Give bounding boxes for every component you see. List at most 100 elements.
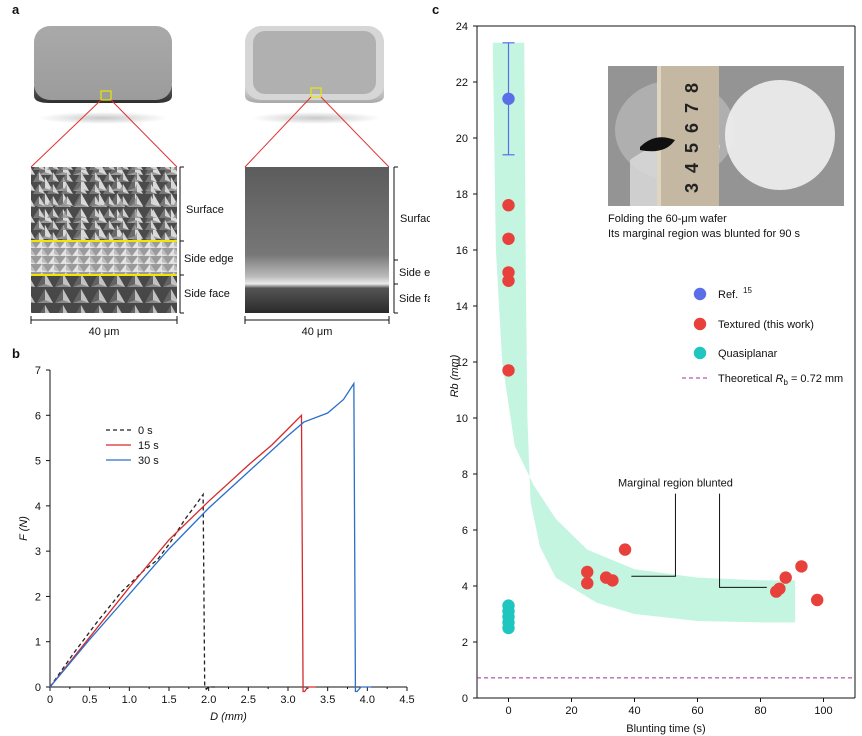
annotation-leader-right bbox=[719, 493, 767, 588]
panel-label-a: a bbox=[12, 2, 20, 17]
x-tick-label-b: 0 bbox=[47, 694, 53, 706]
series-line-b bbox=[49, 413, 316, 693]
zone-label-right-surface: Surface bbox=[400, 213, 430, 225]
x-tick-label-c: 60 bbox=[691, 705, 703, 717]
legend-theoretical-suffix: = 0.72 mm bbox=[788, 373, 843, 385]
zone-label-left-surface: Surface bbox=[186, 204, 224, 216]
scale-bar-left: 40 μm bbox=[89, 326, 120, 338]
zone-label-right-side-edge: Side edge bbox=[399, 267, 430, 279]
fit-band-c bbox=[492, 42, 796, 623]
y-tick-label-c: 20 bbox=[456, 133, 468, 145]
inset-ruler-number: 4 bbox=[682, 163, 702, 173]
y-tick-label-c: 22 bbox=[456, 77, 468, 89]
x-tick-label-b: 3.0 bbox=[280, 694, 295, 706]
x-tick-label-c: 20 bbox=[565, 705, 577, 717]
data-point-c bbox=[773, 582, 786, 595]
series-line-b bbox=[49, 492, 216, 691]
y-tick-label-c: 18 bbox=[456, 189, 468, 201]
legend-marker-quasi bbox=[693, 346, 707, 360]
inset-ruler-number: 3 bbox=[682, 183, 702, 193]
panel-label-b: b bbox=[12, 346, 20, 361]
x-axis-label-b: D (mm) bbox=[210, 711, 247, 723]
y-tick-label-c: 10 bbox=[456, 413, 468, 425]
x-tick-label-c: 40 bbox=[628, 705, 640, 717]
inset-caption-1: Folding the 60-μm wafer bbox=[608, 213, 727, 225]
data-point-c bbox=[618, 543, 632, 556]
legend-label-quasi: Quasiplanar bbox=[718, 348, 778, 360]
inset-ruler-number: 8 bbox=[682, 83, 702, 93]
legend-theoretical-prefix: Theoretical bbox=[718, 373, 775, 385]
legend-ref-superscript: 15 bbox=[743, 286, 752, 295]
inset-ruler-number: 7 bbox=[682, 103, 702, 113]
inset-caption-2: Its marginal region was blunted for 90 s bbox=[608, 228, 800, 240]
legend-marker-textured bbox=[693, 317, 707, 331]
data-point-c bbox=[502, 274, 515, 287]
data-point-c bbox=[502, 199, 515, 212]
legend-label-b: 30 s bbox=[138, 455, 159, 467]
panel-a-figure: Surface Side edge Side face Surface Side… bbox=[30, 26, 430, 338]
y-tick-label-c: 4 bbox=[462, 581, 468, 593]
legend-theoretical-sub: b bbox=[783, 378, 788, 387]
data-point-c bbox=[502, 92, 515, 106]
legend-label-b: 0 s bbox=[138, 425, 153, 437]
annotation-c: Marginal region blunted bbox=[618, 478, 733, 490]
y-axis-label-c: Rb (mm) bbox=[449, 354, 461, 397]
x-tick-label-c: 0 bbox=[505, 705, 511, 717]
data-point-c bbox=[502, 621, 515, 635]
data-point-c bbox=[606, 574, 619, 587]
y-tick-label-c: 0 bbox=[462, 693, 468, 705]
y-tick-label-b: 7 bbox=[35, 365, 41, 377]
x-tick-label-b: 3.5 bbox=[320, 694, 335, 706]
x-tick-label-c: 100 bbox=[814, 705, 832, 717]
annotation-leader-left bbox=[631, 493, 676, 577]
y-tick-label-b: 2 bbox=[35, 591, 41, 603]
y-tick-label-b: 5 bbox=[35, 456, 41, 468]
chart-b: 0 0.5 1.0 1.5 2.0 2.5 3.0 3.5 4.0 4.5 0 1 2 3 4 5 6 7 D (m… bbox=[18, 365, 415, 723]
chart-c: 0 20 40 60 80 100024681012141618202224Bluntin… bbox=[449, 21, 856, 735]
y-tick-label-c: 24 bbox=[456, 21, 468, 33]
y-tick-label-c: 6 bbox=[462, 525, 468, 537]
y-tick-label-c: 8 bbox=[462, 469, 468, 481]
x-tick-label-b: 1.5 bbox=[161, 694, 176, 706]
zone-label-right-side-face: Side face bbox=[399, 293, 430, 305]
y-tick-label-b: 6 bbox=[35, 410, 41, 422]
y-tick-label-b: 4 bbox=[35, 501, 41, 513]
legend-label-textured: Textured (this work) bbox=[718, 319, 814, 331]
inset-photo bbox=[608, 66, 844, 206]
data-point-c bbox=[581, 577, 594, 590]
scale-bar-right: 40 μm bbox=[302, 326, 333, 338]
legend-label-b: 15 s bbox=[138, 440, 159, 452]
data-point-c bbox=[502, 364, 515, 377]
legend-theoretical-symbol: R bbox=[775, 373, 783, 385]
inset-ruler-number: 5 bbox=[682, 143, 702, 153]
x-tick-label-b: 2.5 bbox=[241, 694, 256, 706]
y-tick-label-b: 3 bbox=[35, 546, 41, 558]
x-tick-label-b: 2.0 bbox=[201, 694, 216, 706]
data-point-c bbox=[581, 565, 594, 579]
panel-label-c: c bbox=[432, 2, 440, 17]
y-tick-label-c: 14 bbox=[456, 301, 468, 313]
y-tick-label-c: 12 bbox=[456, 357, 468, 369]
y-tick-label-b: 0 bbox=[35, 682, 41, 694]
series-line-b bbox=[49, 381, 372, 693]
data-point-c bbox=[502, 232, 515, 245]
x-axis-label-c: Blunting time (s) bbox=[626, 723, 705, 735]
data-point-c bbox=[779, 571, 792, 584]
x-tick-label-b: 0.5 bbox=[82, 694, 97, 706]
legend-label-ref: Ref. bbox=[718, 289, 738, 301]
legend-label-theoretical: Theoretical Rb = 0.72 mm bbox=[718, 373, 843, 387]
x-tick-label-b: 1.0 bbox=[122, 694, 137, 706]
y-tick-label-c: 16 bbox=[456, 245, 468, 257]
y-tick-label-b: 1 bbox=[35, 637, 41, 649]
data-point-c bbox=[795, 560, 808, 573]
x-tick-label-b: 4.0 bbox=[360, 694, 375, 706]
zone-label-left-side-face: Side face bbox=[184, 288, 230, 300]
legend-marker-ref bbox=[693, 287, 707, 301]
zone-label-left-side-edge: Side edge bbox=[184, 253, 234, 265]
y-tick-label-c: 2 bbox=[462, 637, 468, 649]
inset-ruler-number: 6 bbox=[682, 123, 702, 133]
y-axis-label-b: F (N) bbox=[18, 516, 30, 541]
data-point-c bbox=[811, 593, 824, 607]
x-tick-label-b: 4.5 bbox=[399, 694, 414, 706]
x-tick-label-c: 80 bbox=[754, 705, 766, 717]
